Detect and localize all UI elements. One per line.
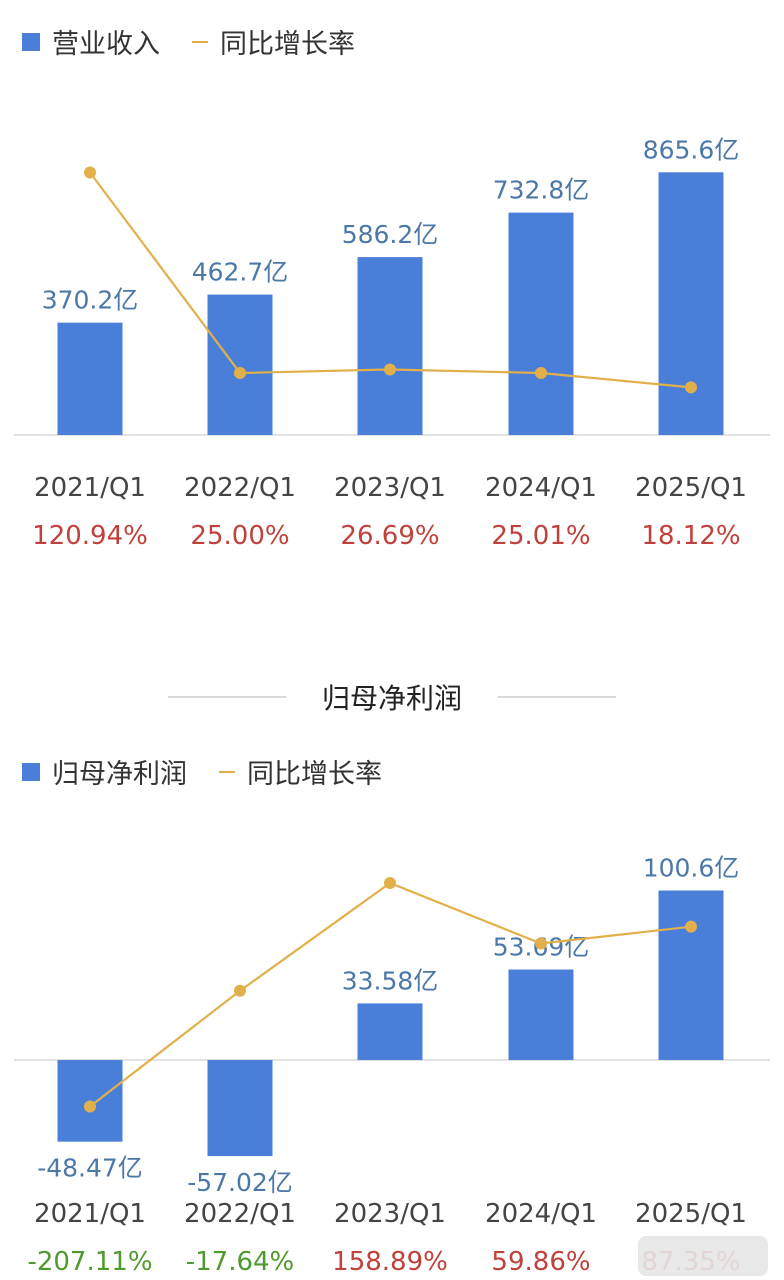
bar-value-label: 462.7亿	[192, 258, 289, 287]
bar-2024/Q1	[508, 969, 574, 1060]
growth-rate-label: 120.94%	[32, 521, 148, 551]
growth-point-2023/Q1	[384, 363, 396, 376]
bar-value-label: 33.58亿	[342, 966, 439, 995]
x-tick-label: 2024/Q1	[485, 473, 597, 503]
growth-rate-label: -207.11%	[27, 1247, 152, 1277]
legend-line-swatch	[192, 40, 208, 43]
bar-value-label: 100.6亿	[643, 853, 740, 882]
bar-2023/Q1	[357, 257, 423, 435]
bar-2023/Q1	[357, 1003, 423, 1060]
bar-value-label: 865.6亿	[643, 135, 740, 164]
growth-point-2025/Q1	[685, 381, 697, 394]
x-tick-label: 2023/Q1	[334, 473, 446, 503]
growth-rate-label: 18.12%	[641, 521, 740, 551]
x-tick-label: 2021/Q1	[34, 1199, 146, 1229]
revenue-chart: 370.2亿 462.7亿 586.2亿 732.8亿 865.6亿 2021/Q1 202…	[14, 135, 770, 551]
growth-rate-label: 158.89%	[332, 1247, 448, 1277]
growth-point-2022/Q1	[234, 984, 246, 997]
legend-revenue: 营业收入 同比增长率	[22, 22, 355, 61]
growth-point-2025/Q1	[685, 920, 697, 933]
x-tick-label: 2025/Q1	[635, 473, 747, 503]
bar-value-label: 732.8亿	[493, 176, 590, 205]
bar-2022/Q1	[207, 294, 273, 435]
bar-2025/Q1	[658, 890, 724, 1060]
growth-point-2024/Q1	[535, 937, 547, 950]
x-tick-label: 2023/Q1	[334, 1199, 446, 1229]
legend-bar-label: 营业收入	[52, 29, 160, 60]
net-profit-chart: -48.47亿-57.02亿33.58亿53.69亿100.6亿2021/Q12…	[14, 853, 770, 1277]
bar-value-label: -48.47亿	[37, 1154, 143, 1183]
legend-bar-swatch	[22, 32, 40, 51]
divider-left	[167, 696, 286, 698]
growth-rate-label: 59.86%	[491, 1247, 590, 1277]
legend-line-swatch	[219, 770, 235, 773]
legend-bar-label: 归母净利润	[52, 759, 187, 790]
legend-line-label: 同比增长率	[247, 759, 382, 790]
growth-rate-label: 25.00%	[190, 521, 289, 551]
watermark-overlay	[638, 1236, 768, 1276]
bar-2022/Q1	[207, 1060, 273, 1157]
bar-2021/Q1	[57, 322, 123, 435]
growth-rate-label: 26.69%	[340, 521, 439, 551]
bar-value-label: 370.2亿	[42, 286, 139, 315]
growth-point-2023/Q1	[384, 877, 396, 889]
growth-rate-label: -17.64%	[186, 1247, 295, 1277]
legend-net-profit: 归母净利润 同比增长率	[22, 752, 382, 791]
x-tick-label: 2022/Q1	[184, 473, 296, 503]
x-tick-label: 2022/Q1	[184, 1199, 296, 1229]
x-tick-label: 2021/Q1	[34, 473, 146, 503]
divider-right	[498, 696, 616, 698]
bar-value-label: -57.02亿	[187, 1168, 293, 1197]
section-title-text: 归母净利润	[321, 682, 462, 715]
bar-value-label: 586.2亿	[342, 220, 439, 249]
growth-rate-label: 25.01%	[491, 521, 590, 551]
legend-bar-swatch	[22, 762, 40, 781]
bar-2025/Q1	[658, 172, 724, 435]
section-title: 归母净利润	[0, 672, 784, 722]
x-tick-label: 2025/Q1	[635, 1199, 747, 1229]
growth-point-2022/Q1	[234, 367, 246, 379]
x-tick-label: 2024/Q1	[485, 1199, 597, 1229]
legend-line-label: 同比增长率	[220, 29, 355, 60]
growth-point-2021/Q1	[84, 1100, 96, 1113]
bar-2024/Q1	[508, 212, 574, 435]
growth-point-2024/Q1	[535, 366, 547, 379]
growth-point-2021/Q1	[84, 166, 96, 179]
